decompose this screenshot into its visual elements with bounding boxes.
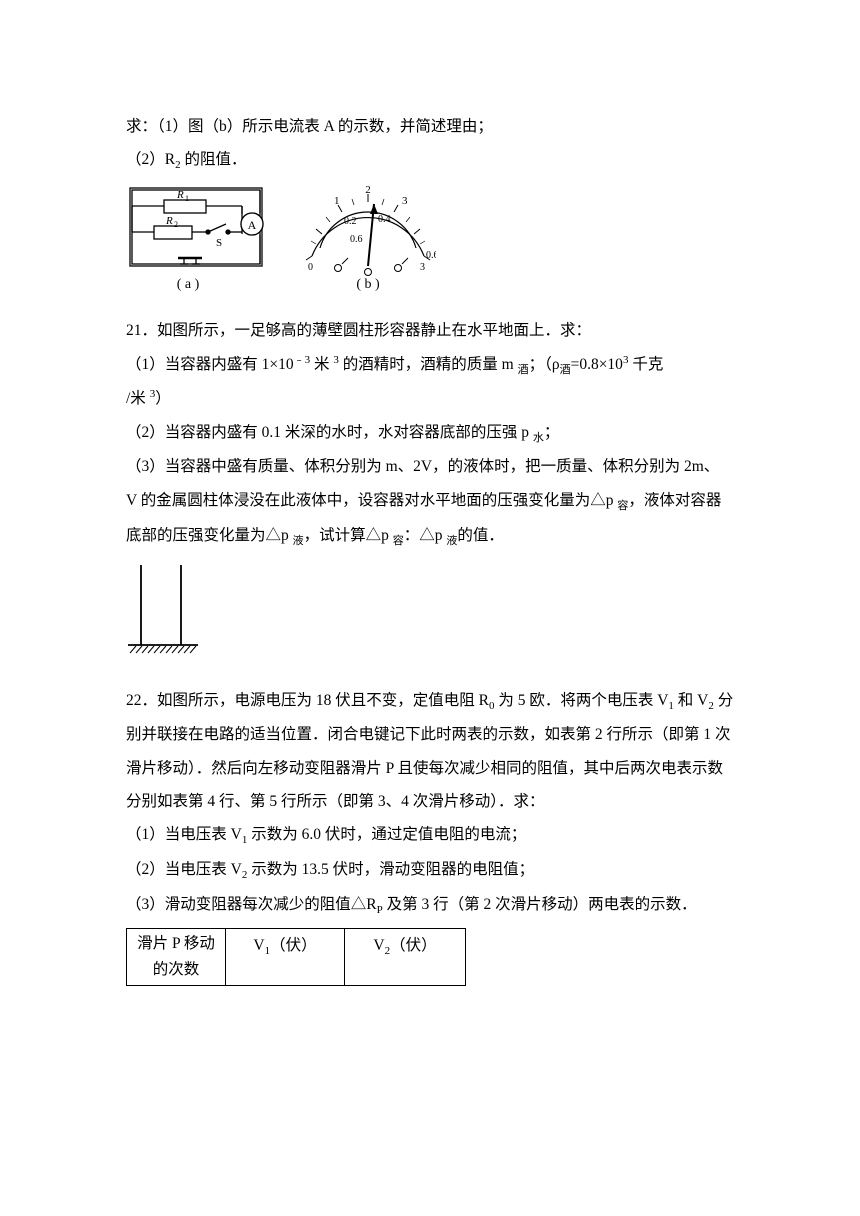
svg-text:2: 2 (174, 220, 178, 229)
q22-part4: （3）滑动变阻器每次减少的阻值△RP 及第 3 行（第 2 次滑片移动）两电表的… (126, 888, 734, 923)
q20-line1: 求：（1）图（b）所示电流表 A 的示数，并简述理由； (126, 110, 734, 143)
data-table: 滑片 P 移动的次数 V1（伏） V2（伏） (126, 928, 466, 985)
svg-text:2: 2 (365, 184, 371, 196)
q21-part1b: /米 3） (126, 382, 734, 415)
svg-text:1: 1 (185, 194, 189, 203)
svg-text:0: 0 (308, 262, 313, 273)
q20-l2-end: 的阻值． (181, 151, 247, 168)
q22-part2: （1）当电压表 V1 示数为 6.0 伏时，通过定值电阻的电流； (126, 818, 734, 853)
q20-figure: A R 1 R 2 S ( a ) (126, 184, 734, 312)
q21-header: 21．如图所示，一足够高的薄壁圆柱形容器静止在水平地面上．求： (126, 314, 734, 347)
q21-part1: （1）当容器内盛有 1×10﹣3 米 3 的酒精时，酒精的质量 m 酒；（ρ酒=… (126, 348, 734, 383)
svg-text:0.4: 0.4 (378, 214, 391, 225)
q21-part2: （2）当容器内盛有 0.1 米深的水时，水对容器底部的压强 p 水； (126, 416, 734, 451)
svg-text:0.6: 0.6 (350, 234, 363, 245)
table-header-col3: V2（伏） (345, 929, 466, 985)
q21-figure (126, 561, 734, 673)
q22-part3: （2）当电压表 V2 示数为 13.5 伏时，滑动变阻器的电阻值； (126, 853, 734, 888)
svg-text:S: S (216, 237, 222, 249)
svg-text:A: A (248, 218, 257, 232)
svg-text:R: R (176, 189, 184, 201)
svg-text:( a ): ( a ) (177, 277, 200, 292)
svg-text:R: R (165, 215, 173, 227)
q20-l2-text: （2）R (126, 151, 175, 168)
svg-text:0.6: 0.6 (426, 250, 436, 261)
svg-text:0.2: 0.2 (344, 216, 357, 227)
table-header-col2: V1（伏） (226, 929, 345, 985)
svg-text:( b ): ( b ) (356, 277, 380, 292)
table-row: 滑片 P 移动的次数 V1（伏） V2（伏） (127, 929, 466, 985)
svg-text:1: 1 (334, 195, 340, 207)
q22-part1: 22．如图所示，电源电压为 18 伏且不变，定值电阻 R0 为 5 欧．将两个电… (126, 684, 734, 819)
svg-text:3: 3 (402, 195, 408, 207)
q21-part4: V 的金属圆柱体浸没在此液体中，设容器对水平地面的压强变化量为△p 容，液体对容… (126, 484, 734, 553)
svg-text:3: 3 (420, 262, 425, 273)
q21-part3: （3）当容器中盛有质量、体积分别为 m、2V，的液体时，把一质量、体积分别为 2… (126, 450, 734, 483)
q20-line2: （2）R2 的阻值． (126, 143, 734, 178)
table-header-col1: 滑片 P 移动的次数 (127, 929, 226, 985)
